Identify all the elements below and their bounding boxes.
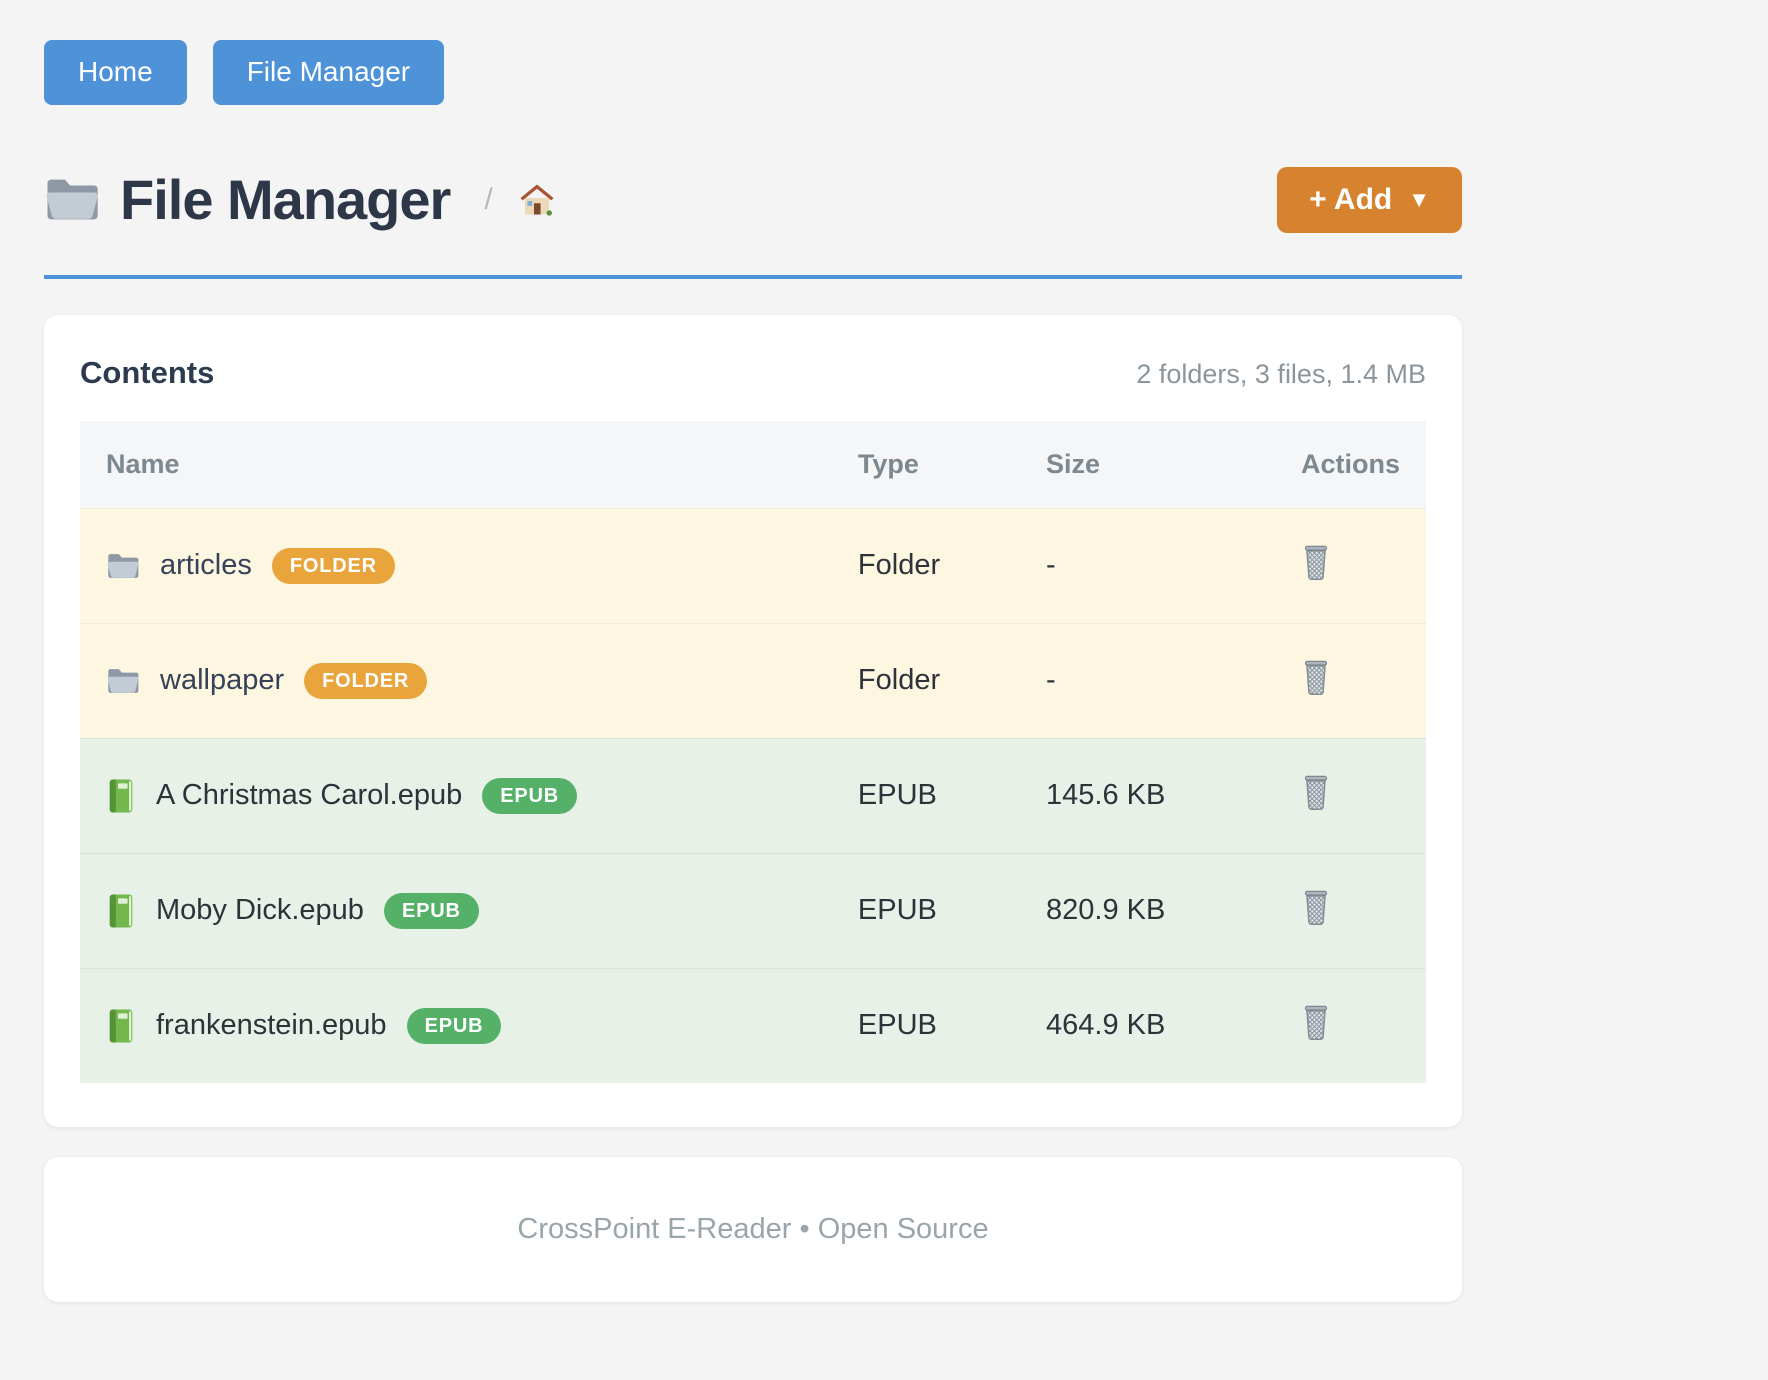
footer-card: CrossPoint E-Reader • Open Source bbox=[44, 1156, 1462, 1302]
folder-icon bbox=[106, 552, 140, 580]
table-row[interactable]: Moby Dick.epub EPUB EPUB 820.9 KB bbox=[80, 853, 1426, 969]
breadcrumb-home-link[interactable] bbox=[519, 183, 555, 216]
table-row[interactable]: articles FOLDER Folder - bbox=[80, 508, 1426, 624]
caret-down-icon: ▼ bbox=[1408, 186, 1430, 212]
delete-button[interactable] bbox=[1301, 889, 1331, 925]
table-row[interactable]: A Christmas Carol.epub EPUB EPUB 145.6 K… bbox=[80, 738, 1426, 854]
cell-type: Folder bbox=[857, 664, 941, 697]
page-title: File Manager bbox=[120, 168, 451, 232]
contents-summary: 2 folders, 3 files, 1.4 MB bbox=[1136, 358, 1426, 389]
column-header-name: Name bbox=[106, 448, 180, 479]
title-divider bbox=[44, 274, 1462, 279]
cell-size: - bbox=[1046, 549, 1056, 582]
trash-icon bbox=[1301, 774, 1331, 810]
title-group: File Manager / bbox=[44, 167, 1277, 232]
file-type-badge: EPUB bbox=[482, 777, 578, 814]
delete-button[interactable] bbox=[1301, 1004, 1331, 1040]
title-row: File Manager / + Add ▼ bbox=[44, 166, 1462, 233]
nav-file-manager-button[interactable]: File Manager bbox=[212, 40, 445, 105]
file-name: Moby Dick.epub bbox=[156, 894, 364, 927]
nav-home-button[interactable]: Home bbox=[44, 40, 187, 105]
book-icon bbox=[106, 1008, 136, 1044]
book-icon bbox=[106, 778, 136, 814]
file-name: articles bbox=[160, 549, 252, 582]
column-header-size: Size bbox=[1046, 448, 1101, 479]
file-type-badge: EPUB bbox=[383, 892, 479, 929]
cell-size: 145.6 KB bbox=[1046, 779, 1166, 812]
file-type-badge: FOLDER bbox=[304, 662, 428, 699]
table-header-row: Name Type Size Actions bbox=[80, 420, 1426, 509]
file-type-badge: FOLDER bbox=[271, 547, 395, 584]
add-button-label: + Add bbox=[1309, 182, 1393, 216]
home-icon bbox=[519, 183, 555, 216]
cell-size: - bbox=[1046, 664, 1056, 697]
files-table: Name Type Size Actions articles FOLDER F… bbox=[80, 420, 1426, 1083]
cell-size: 820.9 KB bbox=[1046, 894, 1166, 927]
add-button[interactable]: + Add ▼ bbox=[1277, 166, 1462, 233]
contents-card: Contents 2 folders, 3 files, 1.4 MB Name… bbox=[44, 314, 1462, 1127]
footer-text: CrossPoint E-Reader • Open Source bbox=[517, 1212, 989, 1245]
table-row[interactable]: wallpaper FOLDER Folder - bbox=[80, 623, 1426, 739]
trash-icon bbox=[1301, 1004, 1331, 1040]
page-content: Home File Manager File Manager / bbox=[44, 0, 1462, 1302]
cell-type: EPUB bbox=[857, 1009, 937, 1042]
delete-button[interactable] bbox=[1301, 774, 1331, 810]
file-name: frankenstein.epub bbox=[156, 1009, 387, 1042]
trash-icon bbox=[1301, 659, 1331, 695]
file-type-badge: EPUB bbox=[406, 1007, 502, 1044]
cell-type: Folder bbox=[857, 549, 941, 582]
column-header-type: Type bbox=[857, 448, 919, 479]
folder-icon bbox=[44, 176, 100, 223]
delete-button[interactable] bbox=[1301, 544, 1331, 580]
delete-button[interactable] bbox=[1301, 659, 1331, 695]
cell-size: 464.9 KB bbox=[1046, 1009, 1166, 1042]
contents-heading: Contents bbox=[80, 354, 215, 390]
contents-card-header: Contents 2 folders, 3 files, 1.4 MB bbox=[80, 355, 1426, 391]
book-icon bbox=[106, 893, 136, 929]
trash-icon bbox=[1301, 889, 1331, 925]
cell-type: EPUB bbox=[857, 779, 937, 812]
cell-type: EPUB bbox=[857, 894, 937, 927]
trash-icon bbox=[1301, 544, 1331, 580]
file-name: wallpaper bbox=[160, 664, 285, 697]
column-header-actions: Actions bbox=[1300, 448, 1400, 479]
folder-icon bbox=[106, 667, 140, 695]
table-row[interactable]: frankenstein.epub EPUB EPUB 464.9 KB bbox=[80, 968, 1426, 1083]
breadcrumb-separator: / bbox=[484, 182, 493, 216]
file-name: A Christmas Carol.epub bbox=[156, 779, 463, 812]
top-nav: Home File Manager bbox=[44, 40, 1462, 105]
